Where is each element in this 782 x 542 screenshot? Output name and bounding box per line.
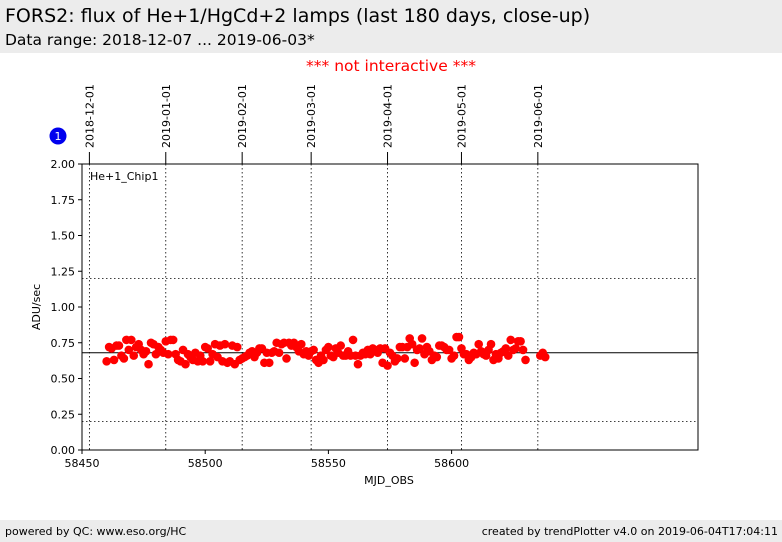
report-footer: powered by QC: www.eso.org/HC created by… (0, 520, 782, 542)
data-point (319, 355, 328, 365)
panel-label: He+1_Chip1 (90, 170, 158, 183)
y-tick-label: 1.50 (51, 230, 76, 243)
data-point (501, 344, 511, 353)
data-point (516, 337, 525, 346)
data-point (168, 335, 178, 345)
data-point (114, 341, 124, 350)
data-point (415, 344, 424, 353)
data-point (203, 344, 212, 353)
data-point (232, 342, 242, 352)
data-point (432, 352, 442, 362)
data-points (102, 332, 550, 370)
data-point (119, 354, 129, 363)
data-point (400, 354, 410, 363)
data-point (309, 345, 318, 355)
y-tick-label: 0.00 (51, 444, 76, 457)
data-point (486, 339, 496, 349)
data-point (274, 348, 284, 358)
data-point (141, 347, 151, 356)
x-axis-label: MJD_OBS (364, 474, 414, 487)
x-tick-label: 58550 (311, 457, 346, 470)
date-label: 2019-01-01 (160, 84, 173, 148)
footer-credit: powered by QC: www.eso.org/HC (5, 525, 187, 538)
date-label: 2019-03-01 (305, 84, 318, 148)
data-point (407, 339, 417, 349)
axis-ticks: 2018-12-01 2019-01-01 2019-02-01 2019-03-01… (51, 84, 545, 470)
date-label: 2019-02-01 (236, 84, 249, 148)
data-point (129, 351, 139, 360)
data-point (181, 359, 190, 369)
data-point (198, 357, 208, 366)
plot-frame (81, 163, 699, 451)
data-point (444, 345, 454, 355)
y-axis-label: ADU/sec (30, 284, 43, 330)
y-tick-label: 1.00 (51, 301, 76, 314)
data-point (348, 335, 358, 345)
date-label: 2018-12-01 (83, 84, 96, 148)
data-point (410, 358, 419, 368)
data-point (393, 354, 402, 363)
data-point (126, 335, 136, 345)
chart-grid (82, 164, 698, 450)
date-label: 2019-06-01 (532, 84, 545, 148)
data-range-subtitle: Data range: 2018-12-07 ... 2019-06-03* (5, 31, 315, 49)
data-point (353, 359, 363, 369)
data-point (417, 334, 427, 343)
footer-timestamp: created by trendPlotter v4.0 on 2019-06-… (481, 525, 778, 538)
y-tick-label: 1.25 (51, 265, 76, 278)
y-tick-label: 0.50 (51, 373, 76, 386)
y-tick-label: 1.75 (51, 194, 76, 207)
page-badge-number: 1 (55, 130, 62, 143)
data-point (454, 332, 464, 342)
data-point (124, 345, 134, 355)
data-point (474, 339, 484, 349)
data-point (144, 359, 153, 369)
data-point (383, 361, 392, 370)
data-point (503, 351, 513, 360)
data-point (518, 345, 528, 355)
y-tick-label: 0.75 (51, 337, 76, 350)
date-label: 2019-04-01 (382, 84, 395, 148)
x-tick-label: 58450 (65, 457, 100, 470)
data-point (220, 339, 230, 349)
data-point (506, 335, 516, 345)
data-point (511, 344, 520, 353)
data-point (296, 339, 306, 349)
x-tick-label: 58600 (434, 457, 469, 470)
data-point (163, 349, 173, 359)
report-header: FORS2: flux of He+1/HgCd+2 lamps (last 1… (0, 0, 782, 53)
data-point (449, 351, 459, 360)
data-point (540, 352, 550, 362)
data-point (282, 354, 291, 363)
page-title: FORS2: flux of He+1/HgCd+2 lamps (last 1… (5, 5, 591, 27)
data-point (521, 355, 530, 365)
y-tick-label: 0.25 (51, 408, 76, 421)
y-tick-label: 2.00 (51, 158, 76, 171)
not-interactive-notice: *** not interactive *** (306, 57, 476, 75)
data-point (205, 357, 215, 366)
page-badge-icon (49, 127, 67, 145)
date-label: 2019-05-01 (455, 84, 468, 148)
data-point (336, 341, 346, 350)
data-point (102, 357, 111, 366)
data-point (264, 358, 274, 368)
x-tick-label: 58500 (188, 457, 223, 470)
data-point (324, 342, 333, 352)
data-point (109, 355, 119, 365)
